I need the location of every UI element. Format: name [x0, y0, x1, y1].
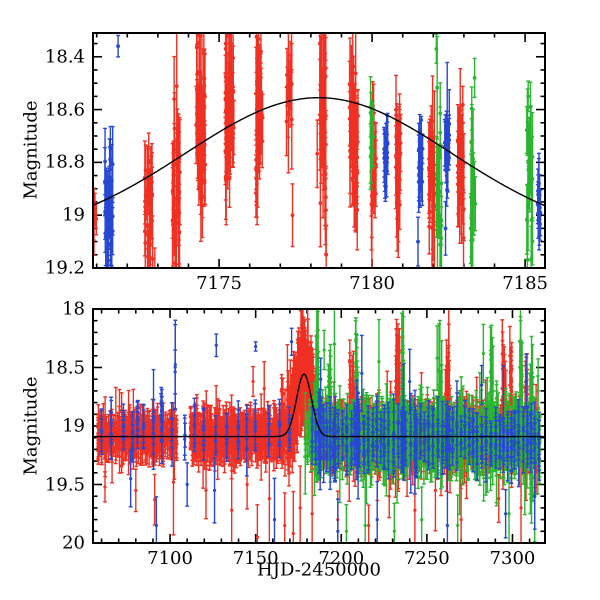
x-tick-label: 7200 — [318, 548, 365, 569]
x-tick-label: 7175 — [196, 273, 242, 294]
y-tick-label: 19.5 — [44, 474, 85, 495]
x-tick-label: 7150 — [232, 548, 279, 569]
x-tick-label: 7250 — [403, 548, 450, 569]
y-tick-label: 19 — [62, 415, 85, 437]
y-tick-label: 19 — [62, 204, 85, 226]
y-tick-label: 18 — [62, 298, 85, 320]
y-tick-label: 18.6 — [44, 99, 85, 121]
y-tick-label: 19.2 — [44, 257, 85, 279]
y-tick-label: 18.8 — [44, 151, 85, 173]
y-tick-label: 18.4 — [44, 46, 85, 68]
x-tick-label: 7180 — [349, 273, 395, 294]
x-tick-label: 7185 — [502, 273, 548, 294]
y-tick-label: 18.5 — [44, 357, 85, 378]
x-axis-title: HJD-2450000 — [257, 559, 381, 581]
x-tick-label: 7100 — [147, 548, 193, 569]
y-tick-label: 20 — [62, 532, 85, 554]
x-tick-label: 7300 — [489, 548, 536, 569]
